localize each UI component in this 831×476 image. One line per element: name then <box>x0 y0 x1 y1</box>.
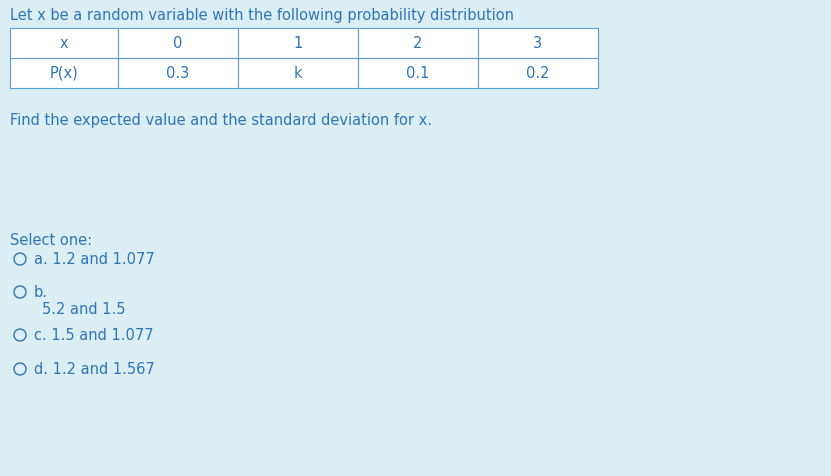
Text: 0.2: 0.2 <box>526 66 550 80</box>
Bar <box>10 28 598 88</box>
Text: Find the expected value and the standard deviation for x.: Find the expected value and the standard… <box>10 113 432 128</box>
Text: b.: b. <box>34 285 48 300</box>
Text: 2: 2 <box>413 36 423 50</box>
Text: Let x be a random variable with the following probability distribution: Let x be a random variable with the foll… <box>10 8 514 23</box>
Text: 0.3: 0.3 <box>166 66 189 80</box>
Text: k: k <box>293 66 302 80</box>
Text: d. 1.2 and 1.567: d. 1.2 and 1.567 <box>34 362 155 377</box>
Text: a. 1.2 and 1.077: a. 1.2 and 1.077 <box>34 252 155 267</box>
Text: 5.2 and 1.5: 5.2 and 1.5 <box>42 302 125 317</box>
Text: 1: 1 <box>293 36 302 50</box>
Text: P(x): P(x) <box>50 66 78 80</box>
Text: Select one:: Select one: <box>10 233 92 248</box>
Text: 0.1: 0.1 <box>406 66 430 80</box>
Text: x: x <box>60 36 68 50</box>
Text: c. 1.5 and 1.077: c. 1.5 and 1.077 <box>34 328 154 343</box>
Text: 0: 0 <box>174 36 183 50</box>
Text: 3: 3 <box>534 36 543 50</box>
